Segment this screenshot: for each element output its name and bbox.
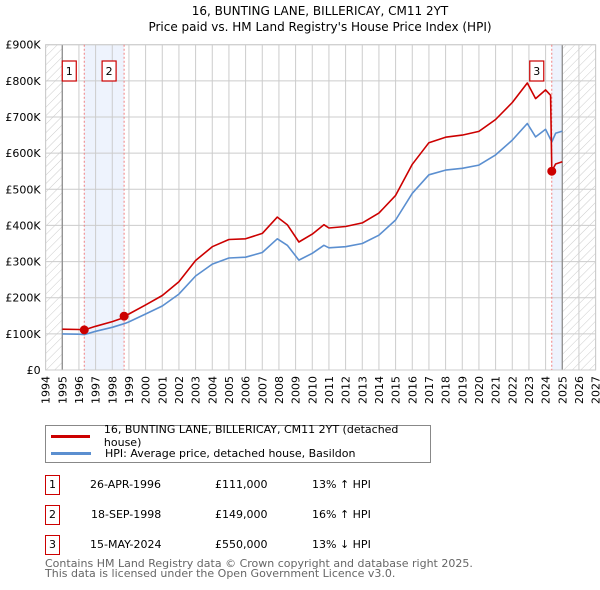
ownership-shading (551, 44, 563, 370)
sale-hpi-diff: 13% ↑ HPI (312, 478, 371, 491)
y-tick-label: £700K (5, 111, 41, 124)
ownership-shading (84, 44, 125, 370)
x-tick-label: 2020 (473, 376, 486, 404)
sale-price: £550,000 (215, 538, 268, 551)
x-tick-label: 2027 (590, 376, 600, 404)
x-tick-label: 2008 (273, 376, 286, 404)
legend-label: 16, BUNTING LANE, BILLERICAY, CM11 2YT (… (103, 423, 399, 449)
x-tick-label: 2024 (540, 376, 553, 404)
footer-line-1: Contains HM Land Registry data © Crown c… (45, 557, 473, 570)
sale-badge-label: 1 (66, 65, 73, 78)
x-tick-label: 2023 (523, 376, 536, 404)
y-tick-label: £800K (5, 75, 41, 88)
x-tick-label: 2006 (240, 376, 253, 404)
x-tick-label: 2026 (573, 376, 586, 404)
sale-point (79, 325, 89, 335)
x-tick-label: 2003 (190, 376, 203, 404)
chart-title: 16, BUNTING LANE, BILLERICAY, CM11 2YT (192, 4, 449, 18)
y-tick-label: £900K (5, 39, 41, 52)
x-tick-label: 2019 (456, 376, 469, 404)
sale-badge-box (101, 60, 117, 82)
sale-row: 3 15-MAY-2024 £550,000 13% ↓ HPI (45, 535, 600, 556)
legend-item-property: 16, BUNTING LANE, BILLERICAY, CM11 2YT (… (46, 423, 430, 449)
sale-date: 18-SEP-1998 (91, 508, 162, 521)
x-tick-label: 2016 (406, 376, 419, 404)
chart-legend: 16, BUNTING LANE, BILLERICAY, CM11 2YT (… (45, 423, 431, 463)
chart-subtitle: Price paid vs. HM Land Registry's House … (148, 20, 491, 34)
x-tick-label: 2014 (373, 376, 386, 404)
sale-badge-label: 3 (533, 65, 540, 78)
x-tick-label: 2002 (173, 376, 186, 404)
y-tick-label: £600K (5, 147, 41, 160)
x-tick-label: 1997 (90, 376, 103, 404)
x-tick-label: 2000 (140, 376, 153, 404)
sale-point (119, 311, 129, 321)
x-tick-label: 2009 (290, 376, 303, 404)
sale-point (547, 166, 557, 176)
x-tick-label: 2004 (206, 376, 219, 404)
legend-label: HPI: Average price, detached house, Basi… (105, 446, 356, 460)
legend-item-hpi: HPI: Average price, detached house, Basi… (46, 445, 355, 461)
x-tick-label: 2018 (440, 376, 453, 404)
plot-frame (45, 44, 597, 371)
sale-badge-label: 2 (106, 65, 113, 78)
sale-badge: 1 (45, 475, 60, 495)
sale-price: £149,000 (215, 508, 268, 521)
no-data-region (45, 44, 63, 370)
y-tick-label: £200K (5, 292, 41, 305)
x-tick-label: 2021 (490, 376, 503, 404)
y-tick-label: £300K (5, 256, 41, 269)
x-tick-label: 1998 (106, 376, 119, 404)
x-tick-label: 1996 (73, 376, 86, 404)
y-tick-label: £500K (5, 183, 41, 196)
x-tick-label: 2022 (506, 376, 519, 404)
sale-hpi-diff: 16% ↑ HPI (312, 508, 371, 521)
sale-badge: 2 (45, 505, 60, 525)
hpi-series-line (62, 122, 563, 336)
footer-note: Contains HM Land Registry data © Crown c… (45, 557, 473, 580)
x-tick-label: 1994 (40, 376, 53, 404)
sale-badge-box (529, 60, 545, 82)
x-tick-label: 2025 (556, 376, 569, 404)
x-tick-label: 2001 (156, 376, 169, 404)
x-tick-label: 2015 (390, 376, 403, 404)
sale-hpi-diff: 13% ↓ HPI (312, 538, 371, 551)
sale-row: 1 26-APR-1996 £111,000 13% ↑ HPI (45, 475, 600, 496)
x-tick-label: 1999 (123, 376, 136, 404)
sale-badge: 3 (45, 535, 60, 555)
x-tick-label: 2007 (256, 376, 269, 404)
sale-date: 26-APR-1996 (90, 478, 162, 491)
legend-swatch-blue (51, 451, 91, 455)
x-tick-label: 2005 (223, 376, 236, 404)
x-tick-label: 2011 (323, 376, 336, 404)
legend-swatch-red (51, 434, 90, 438)
footer-line-2: This data is licensed under the Open Gov… (45, 567, 396, 580)
x-tick-label: 2012 (340, 376, 353, 404)
sale-date: 15-MAY-2024 (90, 538, 162, 551)
sale-badge-box (61, 60, 77, 82)
sale-price: £111,000 (215, 478, 268, 491)
y-tick-label: £100K (5, 328, 41, 341)
sale-row: 2 18-SEP-1998 £149,000 16% ↑ HPI (45, 505, 600, 526)
x-tick-label: 1995 (56, 376, 69, 404)
x-tick-label: 2013 (356, 376, 369, 404)
price-chart: 16, BUNTING LANE, BILLERICAY, CM11 2YT P… (5, 4, 600, 404)
x-tick-label: 2010 (306, 376, 319, 404)
x-tick-label: 2017 (423, 376, 436, 404)
y-tick-label: £400K (5, 219, 41, 232)
y-tick-label: £0 (27, 364, 41, 377)
